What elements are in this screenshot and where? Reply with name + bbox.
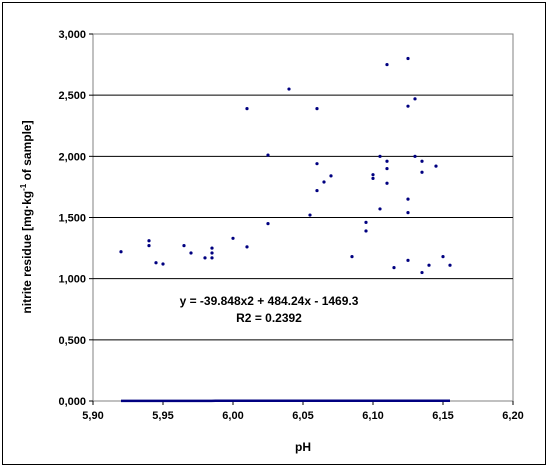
data-point — [266, 154, 269, 157]
data-point — [371, 173, 374, 176]
x-tick-label: 5,95 — [152, 410, 173, 422]
y-tick-label: 0,000 — [58, 396, 86, 408]
data-point — [406, 198, 409, 201]
data-point — [245, 245, 248, 248]
chart-figure: 0,000 0,500 1,000 1,500 2,000 2,500 3,000 5,90… — [2, 2, 546, 465]
data-point — [329, 174, 332, 177]
data-point — [322, 180, 325, 183]
trendline-equation: y = -39.848x2 + 484.24x - 1469.3 — [180, 294, 359, 308]
data-point — [385, 63, 388, 66]
data-point — [210, 246, 213, 249]
data-point — [378, 207, 381, 210]
y-axis-ticks: 0,000 0,500 1,000 1,500 2,000 2,500 3,000 — [58, 29, 93, 408]
data-point — [147, 239, 150, 242]
data-point — [406, 259, 409, 262]
data-point — [434, 165, 437, 168]
data-point — [385, 167, 388, 170]
data-point — [385, 182, 388, 185]
x-axis-ticks: 5,90 5,95 6,00 6,05 6,10 6,15 6,20 — [82, 401, 523, 422]
r-squared-label: R2 = 0.2392 — [236, 311, 302, 325]
data-point — [406, 211, 409, 214]
data-point — [406, 57, 409, 60]
y-tick-label: 2,500 — [58, 90, 86, 102]
x-tick-label: 6,20 — [502, 410, 523, 422]
data-point — [364, 229, 367, 232]
data-point — [203, 256, 206, 259]
data-point — [245, 107, 248, 110]
x-tick-label: 6,00 — [222, 410, 243, 422]
data-point — [427, 264, 430, 267]
data-point — [413, 155, 416, 158]
scatter-chart: 0,000 0,500 1,000 1,500 2,000 2,500 3,000 5,90… — [3, 3, 547, 466]
data-point — [413, 97, 416, 100]
x-tick-label: 5,90 — [82, 410, 103, 422]
data-point — [315, 162, 318, 165]
x-tick-label: 6,05 — [292, 410, 313, 422]
data-point — [119, 250, 122, 253]
data-point — [448, 264, 451, 267]
x-tick-label: 6,15 — [432, 410, 453, 422]
y-tick-label: 1,000 — [58, 274, 86, 286]
data-point — [392, 266, 395, 269]
data-point — [308, 213, 311, 216]
x-tick-label: 6,10 — [362, 410, 383, 422]
data-point — [364, 221, 367, 224]
y-tick-label: 1,500 — [58, 213, 86, 225]
data-point — [441, 255, 444, 258]
data-point — [420, 171, 423, 174]
data-point — [287, 87, 290, 90]
data-point — [378, 155, 381, 158]
data-point — [315, 189, 318, 192]
y-axis-title: nitrite residue [mg·kg-1 of sample] — [19, 120, 34, 313]
data-point — [406, 105, 409, 108]
y-tick-label: 0,500 — [58, 335, 86, 347]
data-point — [371, 177, 374, 180]
y-tick-label: 2,000 — [58, 151, 86, 163]
data-point — [210, 256, 213, 259]
data-point — [350, 255, 353, 258]
data-point — [385, 160, 388, 163]
data-point — [189, 251, 192, 254]
data-point — [231, 237, 234, 240]
data-point — [154, 261, 157, 264]
data-point — [182, 244, 185, 247]
data-point — [420, 271, 423, 274]
data-point — [266, 222, 269, 225]
data-point — [315, 107, 318, 110]
y-tick-label: 3,000 — [58, 29, 86, 41]
data-point — [210, 251, 213, 254]
data-point — [161, 262, 164, 265]
data-point — [147, 244, 150, 247]
x-axis-title: pH — [295, 440, 311, 454]
data-point — [420, 160, 423, 163]
